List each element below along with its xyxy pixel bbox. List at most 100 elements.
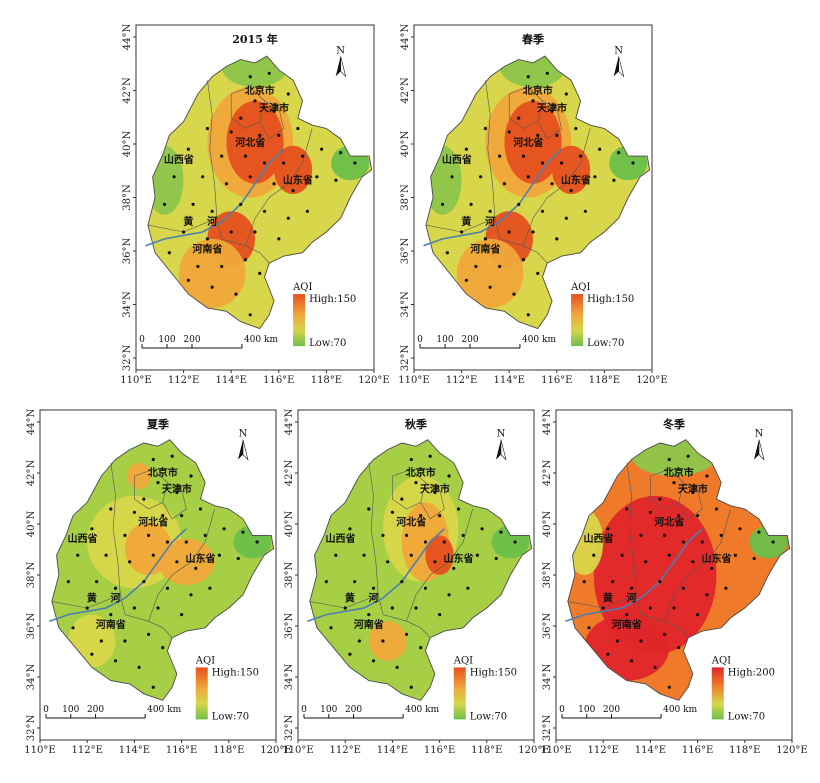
- scale-tick-label: 0: [559, 705, 565, 715]
- monitoring-station: [479, 175, 483, 179]
- monitoring-station: [146, 632, 151, 637]
- label-shanxi: 山西省: [67, 532, 97, 545]
- lon-tick-label: 112°E: [168, 375, 199, 386]
- legend-title: AQI: [570, 282, 590, 293]
- monitoring-station: [167, 251, 171, 255]
- label-river-char1: 黄: [183, 215, 193, 228]
- monitoring-station: [409, 457, 413, 462]
- north-arrow-icon: [237, 439, 243, 460]
- province-border: [664, 508, 731, 622]
- panel-title: 2015 年: [232, 32, 277, 46]
- north-arrow-icon: [335, 56, 341, 77]
- lon-tick-label: 116°E: [541, 375, 572, 386]
- monitoring-station: [483, 126, 487, 131]
- lon-tick-label: 110°E: [120, 375, 151, 386]
- monitoring-station: [386, 560, 390, 564]
- monitoring-station: [151, 553, 155, 557]
- monitoring-station: [203, 533, 207, 538]
- lon-tick-label: 112°E: [588, 745, 619, 756]
- province-border: [420, 482, 445, 520]
- monitoring-station: [559, 161, 564, 165]
- monitoring-station: [639, 533, 643, 538]
- monitoring-station: [724, 586, 728, 590]
- monitoring-station: [262, 161, 267, 165]
- monitoring-station: [255, 540, 259, 544]
- monitoring-station: [433, 490, 437, 495]
- panel-title: 冬季: [663, 417, 686, 431]
- monitoring-station: [574, 126, 578, 131]
- monitoring-station: [445, 251, 449, 255]
- legend-low: Low:70: [728, 711, 765, 722]
- monitoring-station: [142, 580, 146, 584]
- monitoring-station: [507, 230, 511, 234]
- monitoring-station: [460, 230, 464, 234]
- legend-low: Low:70: [470, 711, 507, 722]
- monitoring-station: [239, 116, 243, 120]
- label-hebei: 河北省: [138, 516, 168, 529]
- lon-tick-label: 116°E: [682, 745, 713, 756]
- monitoring-station: [348, 527, 352, 531]
- aqi-surface: [147, 56, 372, 329]
- label-beijing: 北京市: [148, 466, 178, 479]
- monitoring-station: [165, 540, 170, 544]
- label-beijing: 北京市: [664, 466, 694, 479]
- monitoring-station: [184, 540, 188, 544]
- monitoring-station: [498, 154, 502, 158]
- north-label: N: [497, 429, 506, 440]
- monitoring-station: [620, 553, 624, 557]
- monitoring-station: [587, 626, 591, 630]
- monitoring-station: [423, 540, 428, 544]
- lat-tick-label: 42°N: [122, 77, 133, 104]
- lat-tick-label: 44°N: [284, 409, 295, 436]
- lon-tick-label: 118°E: [729, 745, 760, 756]
- lon-tick-label: 116°E: [166, 745, 197, 756]
- scale-tick-label: 200: [603, 705, 620, 715]
- monitoring-station: [648, 510, 653, 514]
- monitoring-station: [540, 161, 545, 165]
- legend-high: High:150: [470, 667, 517, 678]
- monitoring-station: [165, 586, 170, 590]
- monitoring-station: [601, 606, 605, 610]
- panel-title: 秋季: [405, 417, 428, 431]
- scale-tick-label: 100: [320, 705, 337, 715]
- monitoring-station: [691, 560, 695, 564]
- province-border: [382, 614, 431, 638]
- monitoring-station: [536, 271, 540, 275]
- legend-color-bar: [453, 667, 466, 720]
- monitoring-station: [480, 527, 484, 531]
- monitoring-station: [400, 497, 404, 501]
- legend-title: AQI: [711, 655, 731, 666]
- monitoring-station: [220, 154, 224, 158]
- label-shanxi: 山西省: [583, 532, 613, 545]
- monitoring-station: [151, 685, 155, 689]
- monitoring-station: [128, 560, 132, 564]
- monitoring-station: [180, 514, 184, 518]
- lat-tick-label: 34°N: [400, 291, 411, 318]
- lat-tick-label: 36°N: [284, 613, 295, 640]
- monitoring-station: [469, 202, 473, 206]
- monitoring-station: [222, 527, 226, 531]
- monitoring-station: [517, 202, 521, 206]
- label-river-char2: 河: [207, 216, 217, 228]
- monitoring-station: [667, 685, 671, 689]
- monitoring-station: [583, 209, 587, 213]
- monitoring-station: [550, 109, 554, 113]
- scale-tick-label: 100: [158, 335, 175, 345]
- lon-tick-label: 120°E: [776, 745, 807, 756]
- monitoring-station: [710, 566, 714, 571]
- monitoring-station: [381, 533, 385, 538]
- monitoring-station: [286, 216, 290, 220]
- monitoring-station: [555, 237, 559, 241]
- monitoring-station: [606, 652, 610, 656]
- monitoring-station: [653, 665, 657, 670]
- label-henan: 河南省: [612, 618, 642, 631]
- monitoring-station: [442, 540, 446, 544]
- lon-tick-label: 114°E: [635, 745, 666, 756]
- monitoring-station: [243, 258, 248, 262]
- label-shanxi: 山西省: [164, 153, 194, 166]
- monitoring-station: [598, 147, 602, 151]
- monitoring-station: [677, 646, 681, 650]
- province-border: [124, 614, 173, 638]
- monitoring-station: [248, 313, 252, 317]
- lat-tick-label: 32°N: [542, 715, 553, 742]
